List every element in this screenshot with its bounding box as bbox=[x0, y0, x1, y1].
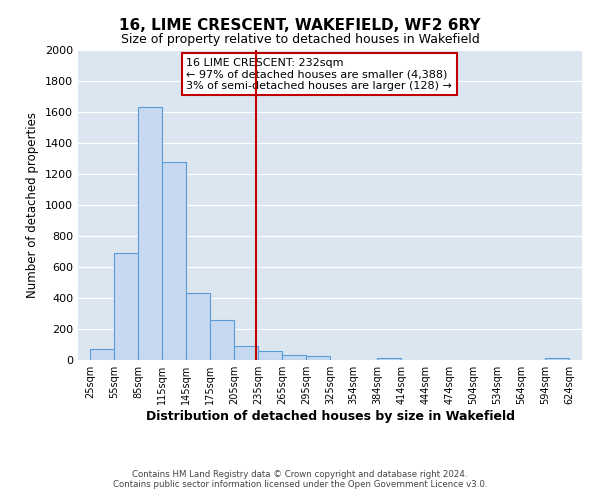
Bar bbox=[306, 356, 330, 360]
Bar bbox=[186, 294, 210, 360]
Bar bbox=[162, 162, 186, 360]
Bar bbox=[234, 346, 258, 360]
Bar bbox=[138, 108, 162, 360]
Bar bbox=[545, 358, 569, 360]
X-axis label: Distribution of detached houses by size in Wakefield: Distribution of detached houses by size … bbox=[146, 410, 515, 423]
Bar bbox=[210, 320, 234, 360]
Bar bbox=[258, 352, 282, 360]
Bar bbox=[114, 253, 138, 360]
Text: Size of property relative to detached houses in Wakefield: Size of property relative to detached ho… bbox=[121, 32, 479, 46]
Text: 16, LIME CRESCENT, WAKEFIELD, WF2 6RY: 16, LIME CRESCENT, WAKEFIELD, WF2 6RY bbox=[119, 18, 481, 32]
Text: Contains HM Land Registry data © Crown copyright and database right 2024.
Contai: Contains HM Land Registry data © Crown c… bbox=[113, 470, 487, 489]
Bar bbox=[90, 349, 114, 360]
Bar bbox=[377, 358, 401, 360]
Text: 16 LIME CRESCENT: 232sqm
← 97% of detached houses are smaller (4,388)
3% of semi: 16 LIME CRESCENT: 232sqm ← 97% of detach… bbox=[187, 58, 452, 91]
Y-axis label: Number of detached properties: Number of detached properties bbox=[26, 112, 40, 298]
Bar bbox=[282, 354, 306, 360]
